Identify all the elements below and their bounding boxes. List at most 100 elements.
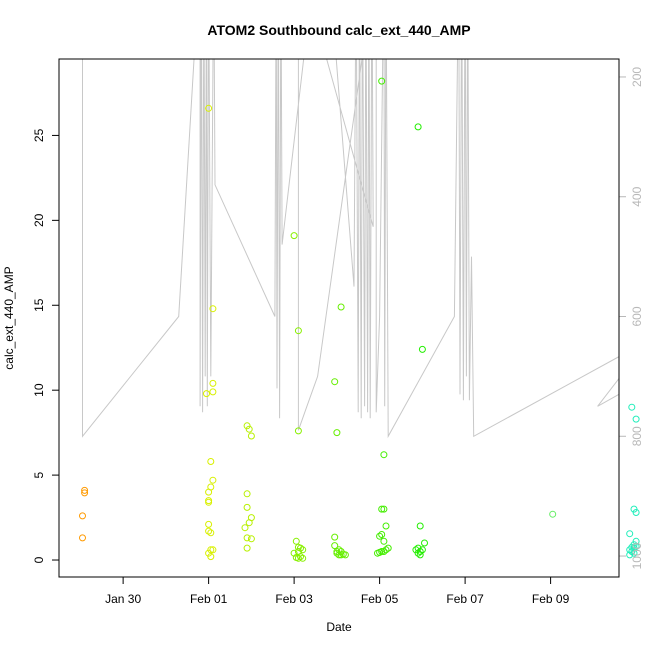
data-point <box>378 77 386 85</box>
y2-tick-label: 400 <box>630 186 644 206</box>
data-point <box>380 451 388 459</box>
data-point <box>414 544 422 552</box>
data-point <box>337 303 345 311</box>
data-point <box>247 432 255 440</box>
data-point <box>632 509 640 516</box>
data-point <box>207 458 215 465</box>
data-point <box>209 379 217 387</box>
data-point <box>380 505 388 513</box>
x-tick-label: Feb 01 <box>190 592 228 606</box>
data-point <box>207 553 215 561</box>
data-point <box>331 542 339 550</box>
data-point <box>421 539 428 547</box>
data-point <box>299 546 307 554</box>
data-point <box>333 548 341 555</box>
data-point <box>247 535 255 543</box>
data-point <box>378 531 386 538</box>
data-point <box>414 123 422 131</box>
chart-title: ATOM2 Southbound calc_ext_440_AMP <box>207 22 470 38</box>
data-point <box>205 488 213 496</box>
y-tick-label: 5 <box>32 471 46 478</box>
x-tick-label: Feb 07 <box>446 592 484 606</box>
data-point <box>384 544 392 552</box>
data-point <box>205 527 213 535</box>
y-tick-label: 10 <box>32 383 46 397</box>
data-point <box>331 378 339 386</box>
data-point <box>290 549 298 557</box>
data-point <box>205 498 213 506</box>
data-point <box>292 537 300 545</box>
data-point <box>79 512 86 520</box>
data-point <box>331 533 339 541</box>
y2-tick-label: 1000 <box>630 542 644 569</box>
data-point <box>205 104 213 112</box>
axes-layer: Jan 30 Feb 01 Feb 03 Feb 05 Feb 07 Feb 09 0 5 10… <box>32 67 644 606</box>
data-point <box>205 520 213 528</box>
data-point <box>380 537 388 545</box>
data-point <box>294 554 302 562</box>
data-point <box>378 505 386 513</box>
data-point <box>380 548 388 555</box>
y-tick-label: 15 <box>32 298 46 312</box>
y2-tick-label: 800 <box>630 426 644 446</box>
data-point <box>79 534 86 542</box>
data-point <box>416 551 424 559</box>
data-point <box>203 390 210 398</box>
y2-tick-label: 600 <box>630 306 644 326</box>
data-point <box>297 544 304 552</box>
data-point <box>297 553 304 561</box>
data-point <box>209 388 217 396</box>
y2-tick-label: 200 <box>630 67 644 87</box>
data-point <box>418 345 426 353</box>
data-point <box>243 490 251 498</box>
data-point <box>207 529 215 537</box>
data-point <box>632 415 640 423</box>
data-point <box>243 503 251 511</box>
data-point <box>374 549 381 557</box>
data-point <box>243 534 251 542</box>
y-tick-label: 20 <box>32 213 46 227</box>
data-point <box>632 537 640 545</box>
data-point <box>245 425 253 433</box>
data-point <box>632 542 640 550</box>
data-point <box>382 546 390 554</box>
y-tick-label: 0 <box>32 556 46 563</box>
data-point <box>416 548 424 555</box>
data-point <box>241 524 249 532</box>
data-point <box>294 327 302 335</box>
data-point <box>626 546 634 554</box>
depth-profile-line <box>82 59 619 439</box>
x-tick-label: Feb 03 <box>275 592 313 606</box>
data-point <box>294 427 302 435</box>
x-axis-label: Date <box>326 620 352 634</box>
x-tick-label: Feb 09 <box>532 592 570 606</box>
data-point <box>290 232 298 240</box>
data-point <box>81 489 89 497</box>
data-point <box>209 305 217 313</box>
data-point <box>81 486 89 494</box>
data-point <box>626 551 634 559</box>
y-axis-label: calc_ext_440_AMP <box>2 266 16 369</box>
data-point <box>209 546 217 554</box>
data-point <box>243 544 251 552</box>
data-point <box>628 548 636 555</box>
data-point <box>549 510 557 518</box>
data-point <box>630 549 638 557</box>
data-point <box>333 429 341 437</box>
data-point <box>626 530 634 538</box>
data-point <box>628 403 636 411</box>
data-point <box>416 522 424 530</box>
data-point <box>209 476 217 484</box>
data-point <box>376 532 384 540</box>
y-tick-label: 25 <box>32 128 46 142</box>
data-point <box>299 554 307 562</box>
data-point <box>382 522 390 530</box>
depth-profile-layer <box>82 59 619 439</box>
data-point <box>414 549 422 557</box>
data-point <box>243 422 251 430</box>
data-point <box>630 505 638 513</box>
x-tick-label: Jan 30 <box>105 592 141 606</box>
plot-frame <box>58 58 620 578</box>
data-point <box>247 514 255 522</box>
